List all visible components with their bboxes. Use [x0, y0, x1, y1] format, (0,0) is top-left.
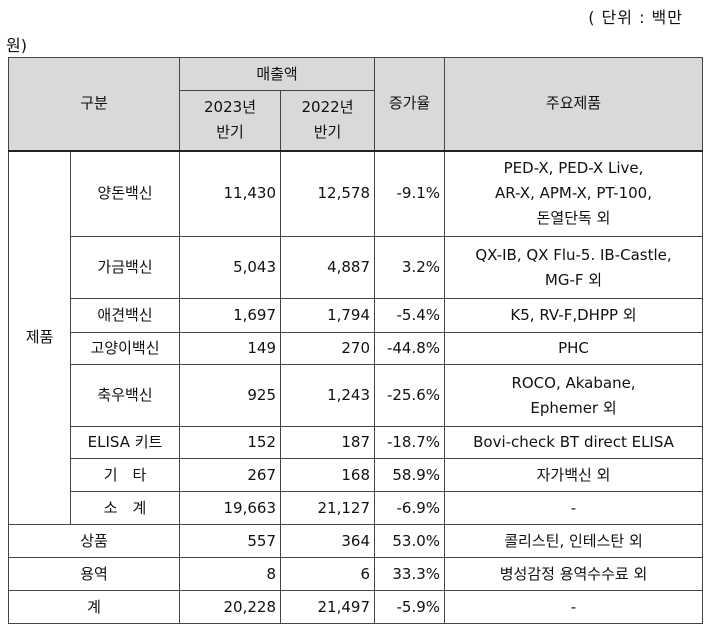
main-products: PED-X, PED-X Live, AR-X, APM-X, PT-100, 돈열…: [444, 149, 704, 237]
value-2022: 12,578: [280, 149, 376, 237]
header-year-2022: 2022년: [301, 98, 354, 117]
table-body: 제품 양돈백신 11,430 12,578 -9.1% PED-X, PED-X Live…: [7, 149, 704, 624]
main-products: Bovi-check BT direct ELISA: [444, 426, 704, 459]
product-line: Ephemer 외: [530, 398, 617, 417]
main-products: -: [444, 590, 704, 624]
table-row: 소 계 19,663 21,127 -6.9% -: [9, 491, 704, 525]
value-2023: 11,430: [179, 149, 282, 237]
product-line: QX-IB, QX Flu-5. IB-Castle,: [475, 245, 672, 264]
value-2023: 149: [179, 332, 282, 365]
row-name: 애견백신: [69, 298, 181, 333]
header-half-2023: 반기: [216, 123, 244, 142]
value-2023: 5,043: [179, 236, 282, 299]
value-2022: 364: [280, 524, 376, 558]
row-name: 상품: [7, 524, 181, 558]
value-2022: 21,127: [280, 491, 376, 525]
header-2023-half: 2023년 반기: [179, 90, 282, 151]
header-half-2022: 반기: [313, 123, 342, 142]
header-year-2023: 2023년: [204, 98, 256, 117]
main-products: K5, RV-F,DHPP 외: [444, 298, 704, 333]
growth-rate: -6.9%: [374, 491, 446, 525]
header-2022-half: 2022년 반기: [280, 90, 376, 151]
unit-label: ( 단위 : 백만: [588, 8, 683, 27]
table-row: ELISA 키트 152 187 -18.7% Bovi-check BT direct…: [9, 426, 704, 459]
table-row: 애견백신 1,697 1,794 -5.4% K5, RV-F,DHPP 외: [9, 298, 704, 333]
product-line: 자가백신 외: [536, 465, 611, 484]
table-row: 계 20,228 21,497 -5.9% -: [7, 590, 704, 624]
table-row: 용역 8 6 33.3% 병성감정 용역수수료 외: [7, 557, 704, 591]
row-name: 가금백신: [69, 236, 181, 299]
growth-rate: -9.1%: [374, 149, 446, 237]
value-2022: 168: [280, 458, 376, 492]
main-products: -: [444, 491, 704, 525]
growth-rate: -18.7%: [374, 426, 446, 459]
value-2023: 20,228: [179, 590, 282, 624]
header-growth: 증가율: [374, 57, 446, 151]
growth-rate: 3.2%: [374, 236, 446, 299]
growth-rate: -25.6%: [374, 364, 446, 427]
growth-rate: -44.8%: [374, 332, 446, 365]
value-2023: 557: [179, 524, 282, 558]
row-name: 계: [7, 590, 181, 624]
value-2023: 8: [179, 557, 282, 591]
sales-table: 구분 매출액 증가율 주요제품 2023년 반기 2022년 반기 제품 양돈백신…: [7, 57, 704, 624]
row-name: 양돈백신: [69, 149, 181, 237]
value-2023: 19,663: [179, 491, 282, 525]
product-group-label: 제품: [8, 149, 71, 525]
row-name: ELISA 키트: [69, 426, 181, 459]
table-row: 고양이백신 149 270 -44.8% PHC: [9, 332, 704, 365]
row-name: 용역: [7, 557, 181, 591]
value-2023: 152: [179, 426, 282, 459]
product-line: 돈열단독 외: [536, 209, 611, 228]
value-2022: 21,497: [280, 590, 376, 624]
value-2022: 1,243: [280, 364, 376, 427]
header-category: 구분: [7, 57, 181, 151]
product-line: PHC: [558, 339, 589, 357]
value-2022: 4,887: [280, 236, 376, 299]
value-2022: 187: [280, 426, 376, 459]
main-products: 자가백신 외: [444, 458, 704, 492]
row-name: 기 타: [69, 458, 181, 492]
product-line: ROCO, Akabane,: [511, 373, 636, 392]
growth-rate: -5.4%: [374, 298, 446, 333]
growth-rate: -5.9%: [374, 590, 446, 624]
value-2022: 6: [280, 557, 376, 591]
value-2023: 267: [179, 458, 282, 492]
header-sales: 매출액: [179, 57, 376, 91]
table-row: 축우백신 925 1,243 -25.6% ROCO, Akabane, Ephemer …: [9, 364, 704, 427]
product-line: Bovi-check BT direct ELISA: [473, 433, 674, 451]
unit-label-continued: 원): [6, 36, 27, 55]
row-name: 축우백신: [69, 364, 181, 427]
main-products: QX-IB, QX Flu-5. IB-Castle, MG-F 외: [444, 236, 704, 299]
table-row: 기 타 267 168 58.9% 자가백신 외: [9, 458, 704, 492]
main-products: ROCO, Akabane, Ephemer 외: [444, 364, 704, 427]
product-line: AR-X, APM-X, PT-100,: [495, 184, 652, 203]
product-line: K5, RV-F,DHPP 외: [510, 306, 637, 324]
table-row: 상품 557 364 53.0% 콜리스틴, 인테스탄 외: [7, 524, 704, 558]
product-line: -: [570, 498, 577, 517]
growth-rate: 53.0%: [374, 524, 446, 558]
main-products: 병성감정 용역수수료 외: [444, 557, 704, 591]
product-line: MG-F 외: [544, 270, 603, 289]
value-2022: 270: [280, 332, 376, 365]
value-2022: 1,794: [280, 298, 376, 333]
product-line: PED-X, PED-X Live,: [503, 159, 644, 178]
row-name: 소 계: [69, 491, 181, 525]
table-row: 제품 양돈백신 11,430 12,578 -9.1% PED-X, PED-X Live…: [8, 149, 704, 525]
row-name: 고양이백신: [69, 332, 181, 365]
main-products: 콜리스틴, 인테스탄 외: [444, 524, 704, 558]
value-2023: 1,697: [179, 298, 282, 333]
main-products: PHC: [444, 332, 704, 365]
value-2023: 925: [179, 364, 282, 427]
header-products: 주요제품: [444, 57, 704, 151]
growth-rate: 58.9%: [374, 458, 446, 492]
growth-rate: 33.3%: [374, 557, 446, 591]
table-row: 가금백신 5,043 4,887 3.2% QX-IB, QX Flu-5. IB-Ca…: [9, 236, 704, 299]
